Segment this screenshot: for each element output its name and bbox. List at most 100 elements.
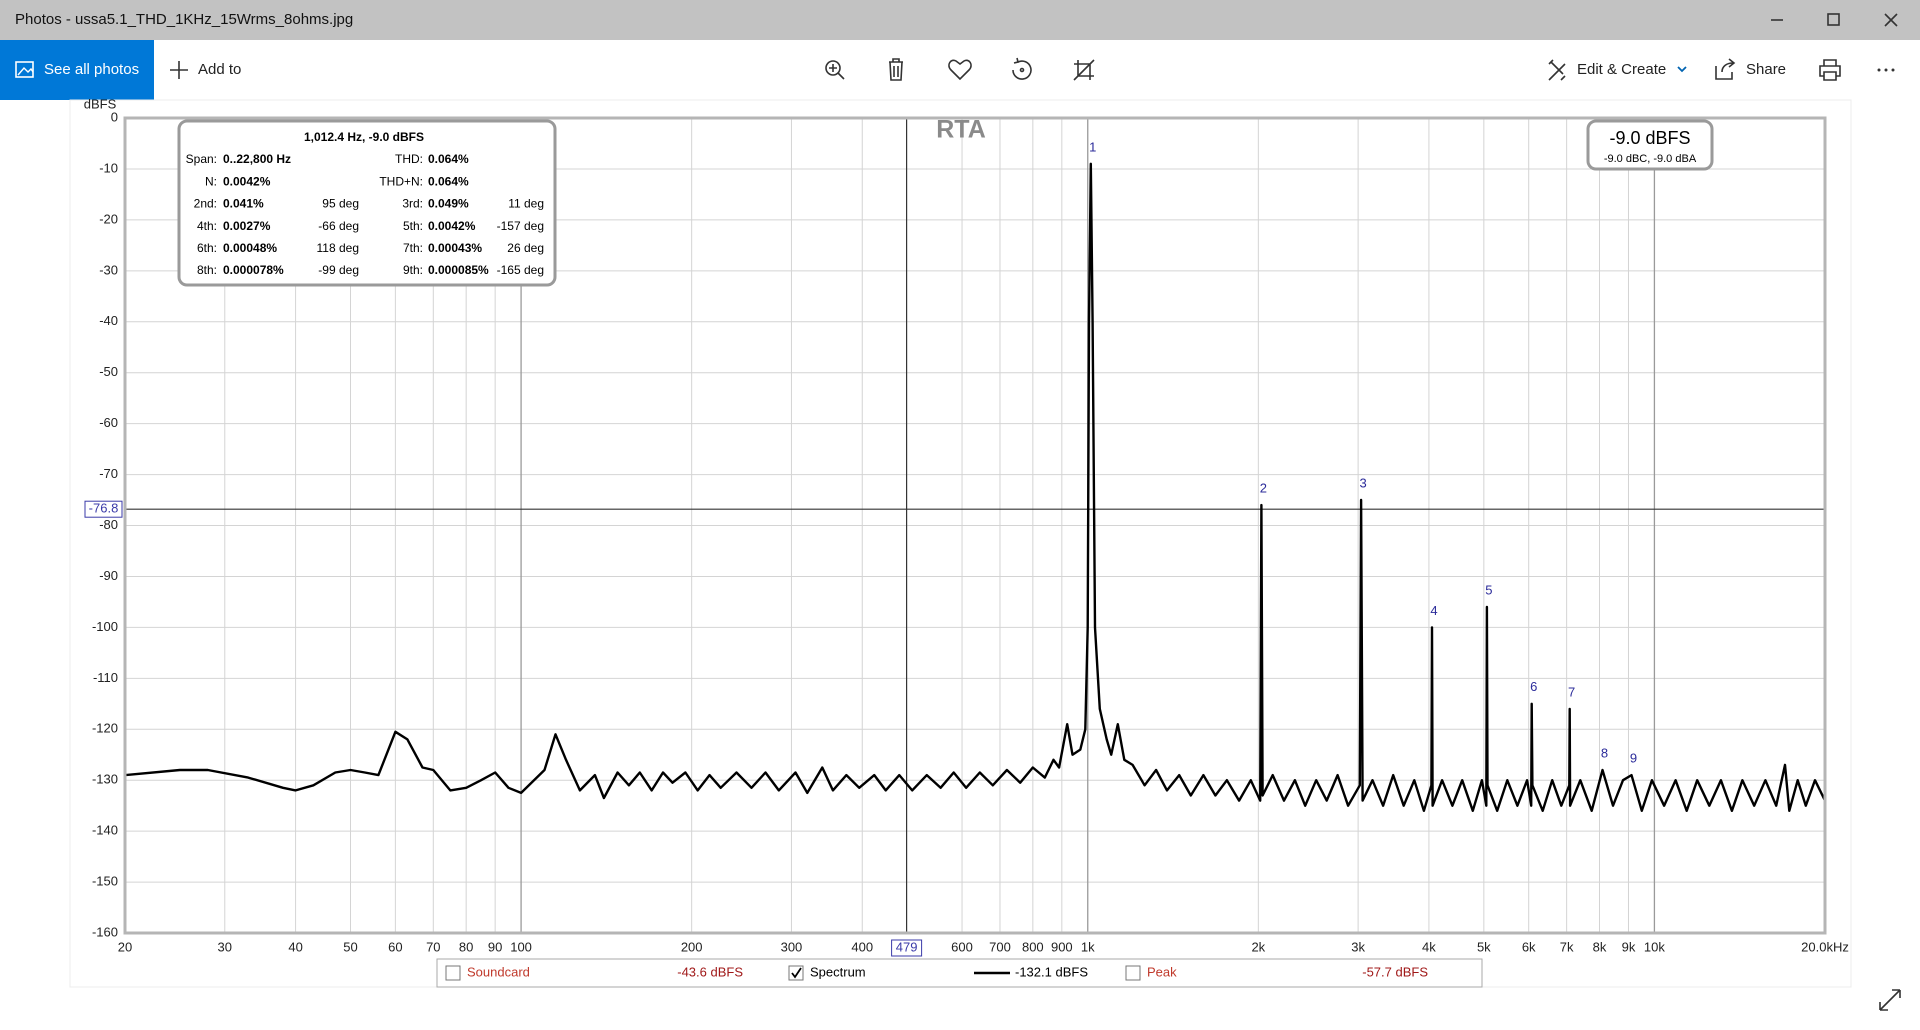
x-tick-label: 10k — [1644, 939, 1665, 954]
chart-title: RTA — [936, 116, 986, 144]
x-tick-label: 900 — [1051, 939, 1073, 954]
legend-name: Soundcard — [467, 964, 530, 979]
y-tick-label: -150 — [92, 874, 118, 889]
x-tick-label: 7k — [1560, 939, 1574, 954]
cursor-y-box — [84, 500, 123, 518]
x-tick-label: 30 — [218, 939, 232, 954]
info-value: 0.00048% — [223, 241, 277, 255]
y-tick-label: -50 — [99, 364, 118, 379]
photos-icon-mountain — [17, 66, 34, 76]
info-label: 9th: — [403, 263, 423, 277]
x-tick-label: 400 — [851, 939, 873, 954]
cursor-x-box — [891, 939, 923, 957]
edit-create-chevron[interactable] — [1677, 66, 1687, 73]
info-label: 8th: — [197, 263, 217, 277]
rotate-button[interactable] — [1012, 57, 1032, 80]
readout-sub: -9.0 dBC, -9.0 dBA — [1604, 153, 1697, 165]
share-icon[interactable] — [1715, 58, 1736, 80]
info-value: 0.0042% — [223, 174, 271, 188]
info-value: 0..22,800 Hz — [223, 152, 291, 166]
info-label: Span: — [186, 152, 217, 166]
info-value: 0.0027% — [223, 219, 271, 233]
x-tick-label: 100 — [510, 939, 532, 954]
harmonic-marker: 5 — [1485, 582, 1492, 597]
harmonic-marker: 2 — [1260, 481, 1267, 496]
readout-main: -9.0 dBFS — [1609, 128, 1690, 148]
legend-name: Spectrum — [810, 964, 866, 979]
zoom-button[interactable] — [825, 60, 845, 80]
edit-create-icon[interactable] — [1548, 59, 1566, 81]
spectrum-line — [124, 162, 1827, 812]
y-tick-label: -10 — [99, 160, 118, 175]
info-value: 0.000078% — [223, 263, 284, 277]
legend-checkbox[interactable] — [1125, 965, 1141, 981]
info-title: 1,012.4 Hz, -9.0 dBFS — [304, 130, 424, 144]
y-tick-label: -30 — [99, 262, 118, 277]
photos-icon — [15, 61, 34, 78]
y-tick-label: -130 — [92, 772, 118, 787]
edit-create-label[interactable]: Edit & Create — [1577, 61, 1666, 78]
close-button[interactable] — [1884, 13, 1898, 27]
x-tick-label: 9k — [1622, 939, 1636, 954]
info-label: 2nd: — [194, 197, 217, 211]
info-label: THD+N: — [379, 174, 423, 188]
chart: 0 -10 -20 -30 -40 -50 -60 -70 -80 -90 -100 -110 -120… — [84, 96, 1849, 988]
add-to-label[interactable]: Add to — [198, 61, 241, 78]
x-tick-label: 3k — [1351, 939, 1365, 954]
harmonic-marker: 4 — [1430, 603, 1437, 618]
crop-button[interactable] — [1073, 59, 1095, 81]
more-button[interactable] — [1877, 68, 1895, 72]
x-tick-label: 5k — [1477, 939, 1491, 954]
delete-button[interactable] — [889, 58, 903, 81]
plot-border — [123, 116, 1827, 935]
info-value: 0.049% — [428, 197, 469, 211]
legend-reading: -43.6 dBFS — [677, 964, 743, 979]
share-label[interactable]: Share — [1746, 61, 1786, 78]
info-value: 0.000085% — [428, 263, 489, 277]
harmonic-marker: 8 — [1601, 745, 1608, 760]
info-value: 0.041% — [223, 197, 264, 211]
harmonic-marker: 3 — [1360, 475, 1367, 490]
y-tick-label: -60 — [99, 415, 118, 430]
x-tick-label: 300 — [781, 939, 803, 954]
info-phase: 26 deg — [507, 241, 544, 255]
x-tick-label: 20 — [118, 939, 132, 954]
info-label: 6th: — [197, 241, 217, 255]
add-icon[interactable] — [170, 61, 188, 79]
x-tick-label: 40 — [288, 939, 302, 954]
x-tick-label: 20.0kHz — [1801, 939, 1849, 954]
info-label: 3rd: — [402, 197, 423, 211]
title-bar — [0, 0, 1920, 40]
harmonic-marker: 9 — [1630, 751, 1637, 766]
x-tick-label: 8k — [1593, 939, 1607, 954]
info-phase: -99 deg — [318, 263, 359, 277]
see-all-photos-label[interactable]: See all photos — [44, 61, 139, 78]
info-phase: 95 deg — [322, 197, 359, 211]
info-label: N: — [205, 174, 217, 188]
x-tick-label: 80 — [459, 939, 473, 954]
y-tick-label: -40 — [99, 313, 118, 328]
info-value: 0.00043% — [428, 241, 482, 255]
info-value: 0.064% — [428, 152, 469, 166]
x-tick-label: 6k — [1522, 939, 1536, 954]
y-tick-label: -20 — [99, 211, 118, 226]
y-tick-label: -70 — [99, 466, 118, 481]
print-button[interactable] — [1819, 59, 1841, 81]
harmonic-marker: 1 — [1089, 139, 1096, 154]
x-tick-label: 90 — [488, 939, 502, 954]
x-tick-label: 1k — [1081, 939, 1095, 954]
favorite-button[interactable] — [948, 59, 972, 81]
x-tick-label: 700 — [989, 939, 1011, 954]
legend-checkbox[interactable] — [445, 965, 461, 981]
readout-box — [1586, 119, 1714, 171]
x-tick-label: 70 — [426, 939, 440, 954]
y-tick-label: -110 — [93, 670, 118, 685]
info-value: 0.0042% — [428, 219, 476, 233]
expand-button[interactable] — [1879, 989, 1901, 1011]
y-tick-label: -160 — [92, 924, 118, 939]
maximize-button[interactable] — [1827, 13, 1840, 26]
info-phase: 11 deg — [508, 197, 544, 211]
harmonic-marker: 7 — [1568, 684, 1575, 699]
